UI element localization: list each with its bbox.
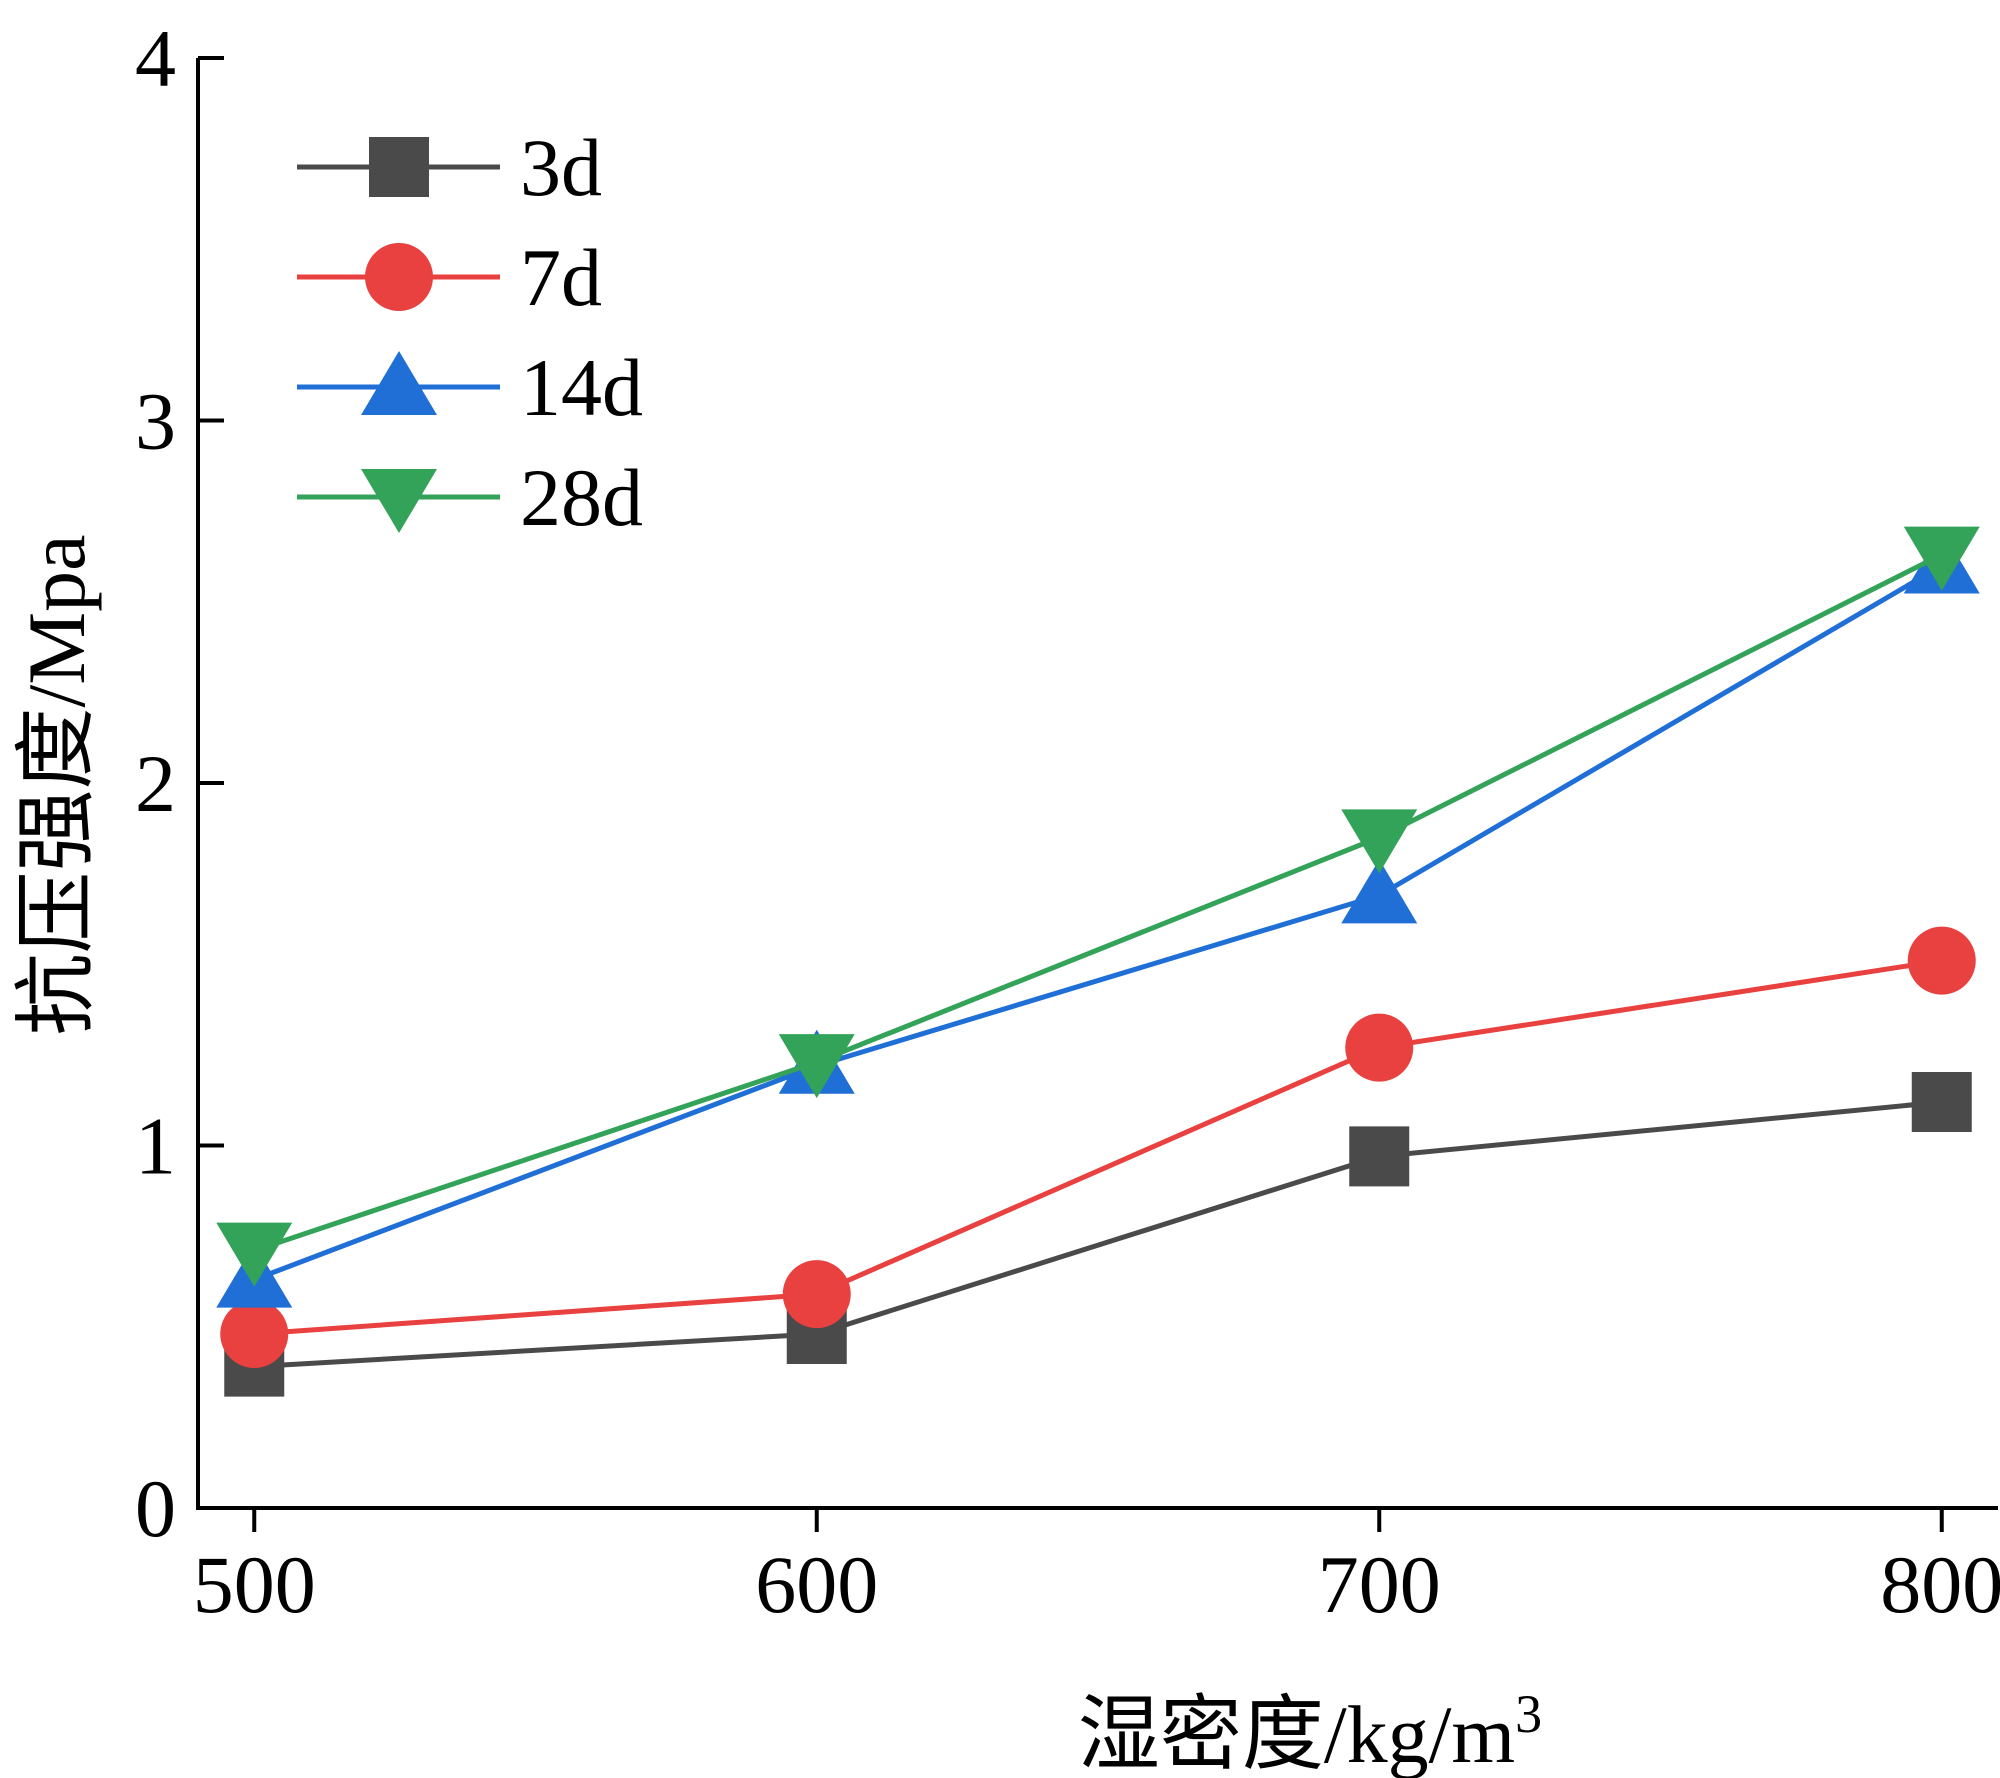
data-point-3d bbox=[1911, 1072, 1972, 1132]
y-tick-label: 0 bbox=[135, 1463, 176, 1554]
legend-marker bbox=[361, 469, 437, 533]
series-7d bbox=[220, 926, 1976, 1368]
legend-label: 14d bbox=[520, 342, 643, 433]
data-point-28d bbox=[1903, 526, 1980, 591]
y-tick-label: 2 bbox=[135, 738, 176, 829]
series-28d bbox=[216, 526, 1980, 1287]
legend-item-28d: 28d bbox=[297, 452, 643, 543]
y-tick-label: 4 bbox=[135, 13, 176, 104]
legend-item-7d: 7d bbox=[297, 232, 602, 323]
legend: 3d 7d 14d 28d bbox=[297, 122, 643, 543]
x-tick-label: 500 bbox=[193, 1539, 316, 1630]
legend-label: 3d bbox=[520, 122, 602, 213]
legend-label: 28d bbox=[520, 452, 643, 543]
data-point-7d bbox=[1345, 1013, 1414, 1082]
data-point-3d bbox=[1349, 1126, 1410, 1187]
data-point-28d bbox=[778, 1034, 855, 1099]
x-axis-title-superscript: 3 bbox=[1515, 1684, 1542, 1744]
series-line-7d bbox=[254, 958, 1943, 1337]
series-3d bbox=[224, 1072, 1972, 1397]
y-tick-label: 1 bbox=[135, 1101, 176, 1192]
data-point-7d bbox=[782, 1260, 851, 1329]
x-tick-label: 600 bbox=[755, 1539, 878, 1630]
legend-marker bbox=[369, 137, 429, 197]
series-layer bbox=[216, 526, 1980, 1397]
x-ticks: 500 600 700 800 bbox=[193, 1508, 2000, 1630]
series-line-28d bbox=[253, 552, 1943, 1253]
legend-item-14d: 14d bbox=[297, 342, 643, 433]
legend-marker bbox=[361, 351, 437, 415]
axes: 0 1 2 3 4 500 600 700 800 bbox=[135, 13, 2000, 1630]
x-tick-label: 700 bbox=[1318, 1539, 1441, 1630]
x-tick-label: 800 bbox=[1880, 1539, 2000, 1630]
series-line-14d bbox=[253, 563, 1944, 1282]
series-line-3d bbox=[254, 1099, 1942, 1370]
series-14d bbox=[216, 529, 1980, 1308]
x-axis-title: 湿密度/kg/m3 bbox=[1078, 1684, 1542, 1778]
data-point-7d bbox=[220, 1300, 289, 1368]
data-point-28d bbox=[216, 1222, 293, 1287]
legend-item-3d: 3d bbox=[297, 122, 602, 213]
data-point-7d bbox=[1907, 926, 1976, 995]
x-axis-title-main: 湿密度/kg/m bbox=[1078, 1689, 1515, 1778]
y-axis-title: 抗压强度/Mpa bbox=[11, 534, 102, 1035]
data-point-28d bbox=[1341, 809, 1418, 874]
y-tick-label: 3 bbox=[135, 376, 176, 467]
legend-marker bbox=[365, 243, 433, 311]
y-ticks: 0 1 2 3 4 bbox=[135, 13, 224, 1554]
data-point-14d bbox=[1341, 859, 1418, 924]
legend-label: 7d bbox=[520, 232, 602, 323]
